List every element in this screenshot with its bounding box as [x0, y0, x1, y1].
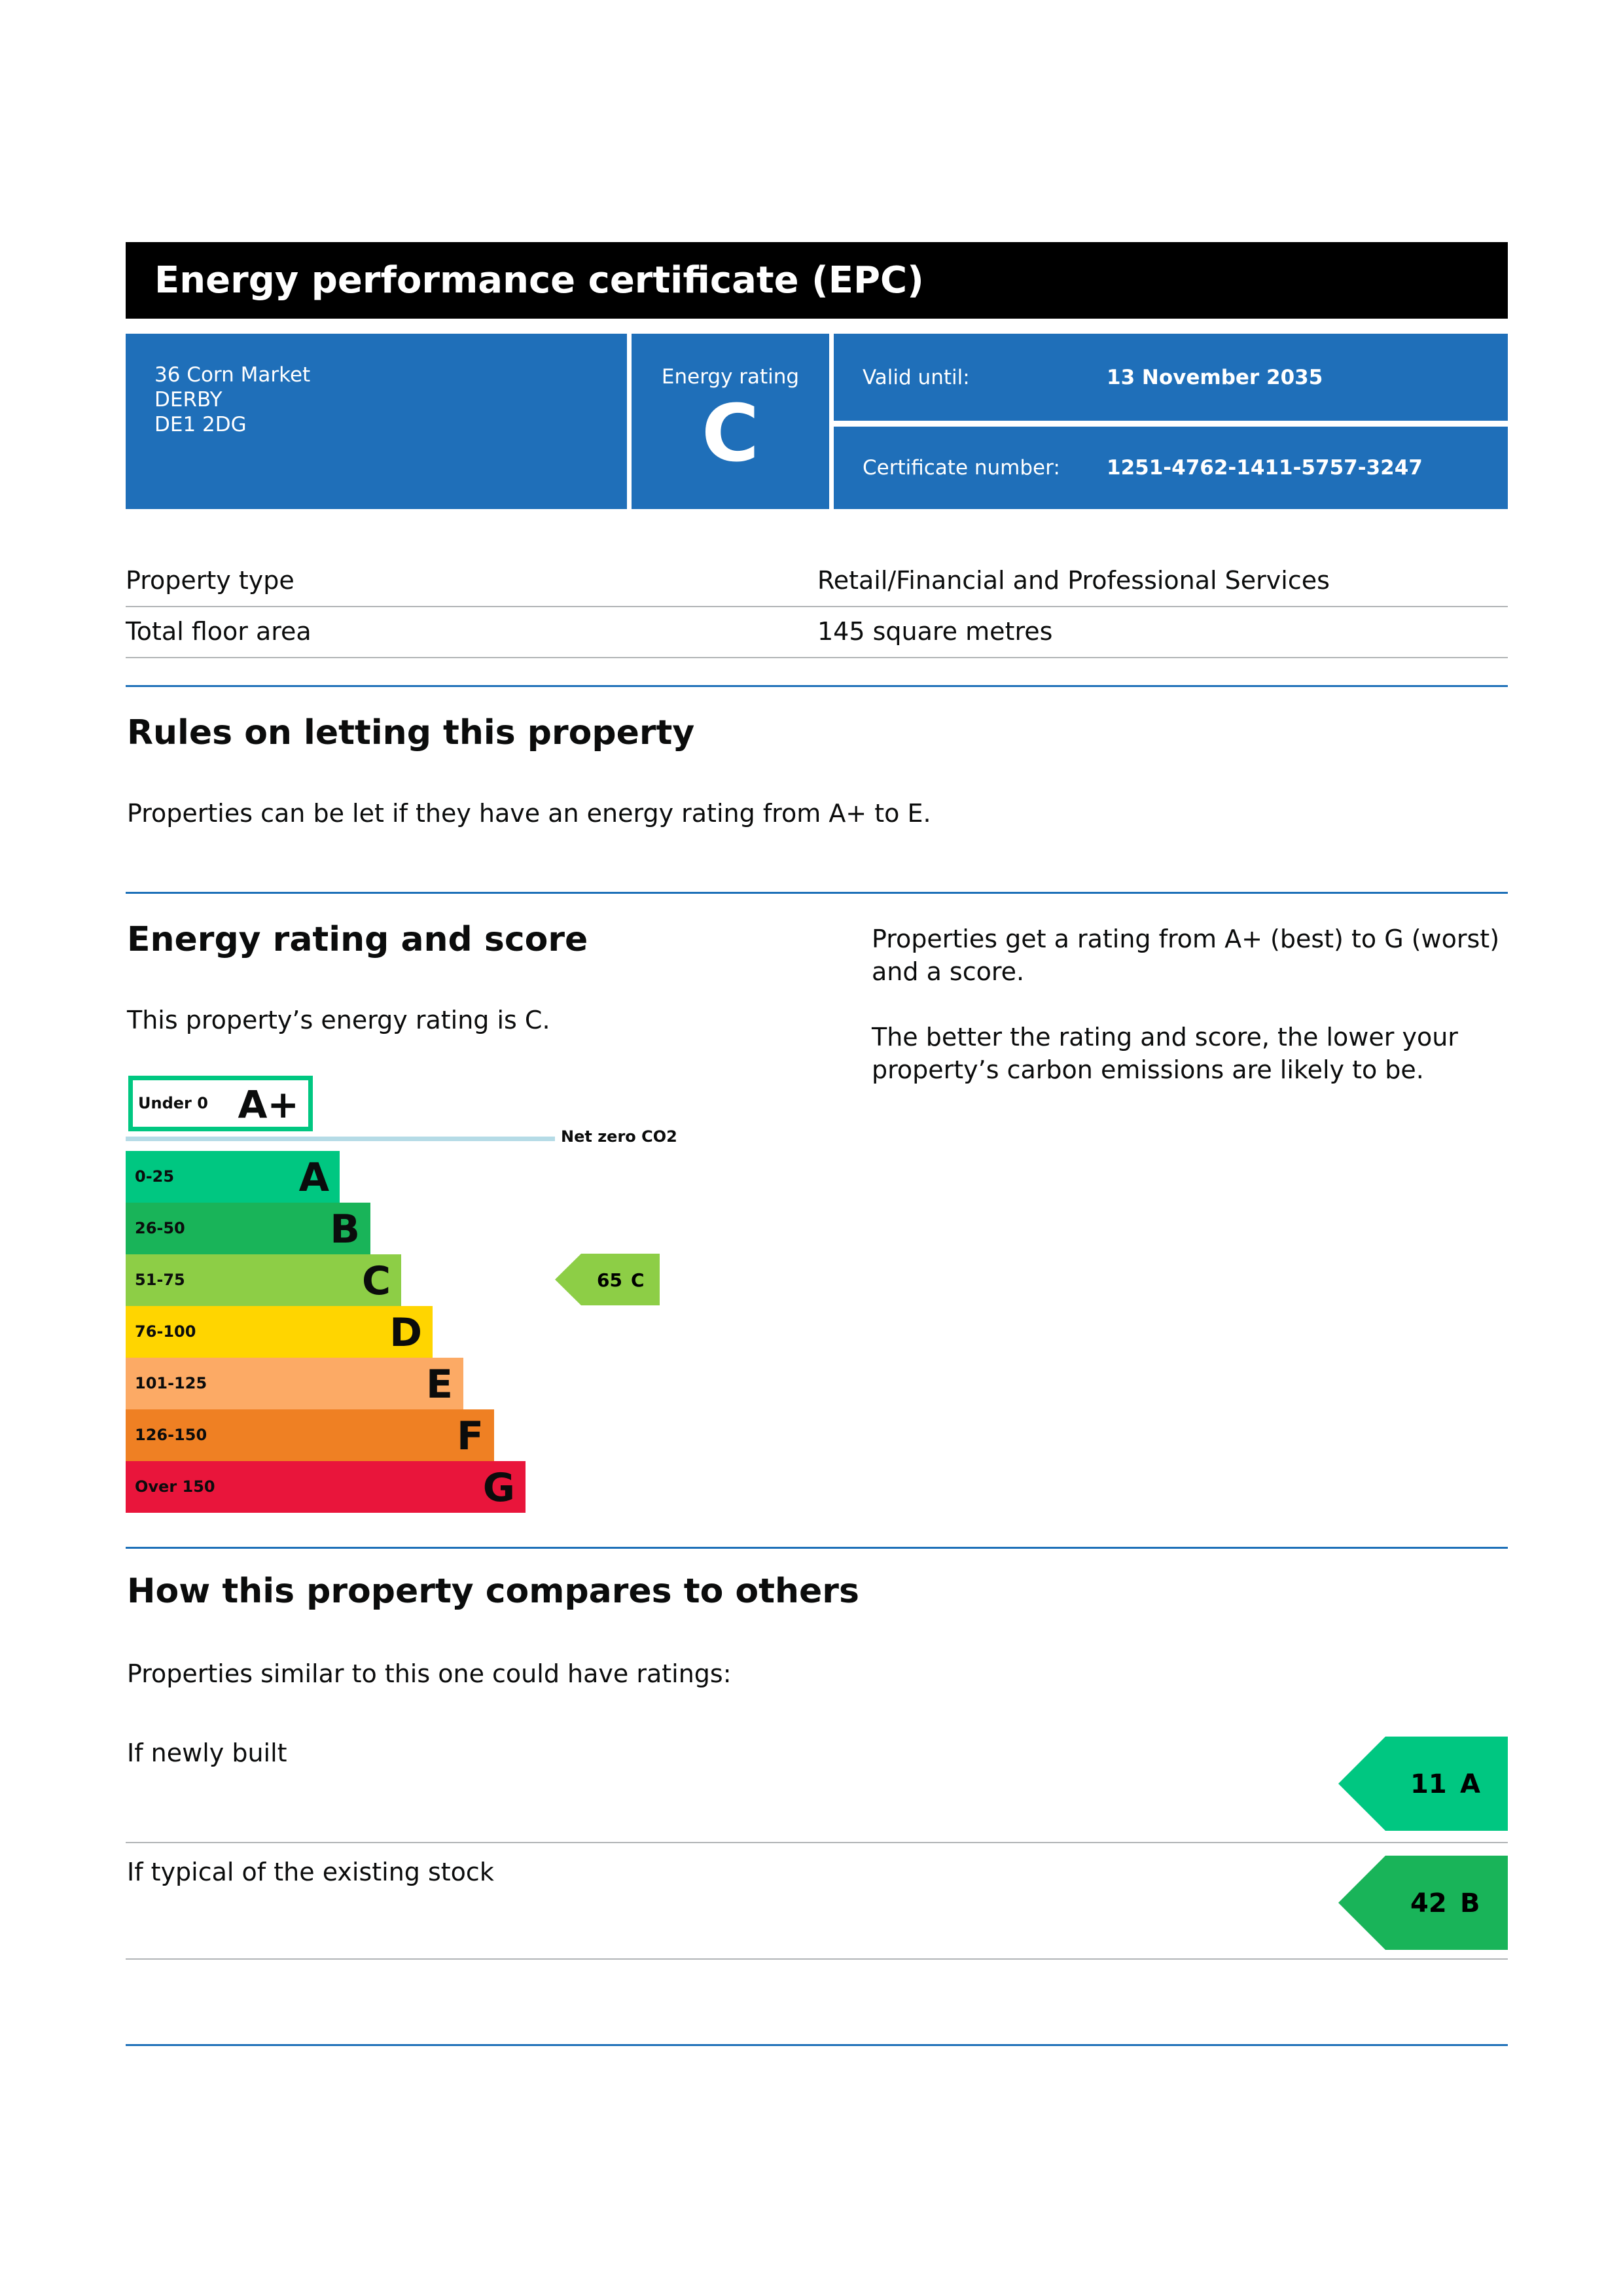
score-side-text: Properties get a rating from A+ (best) t…	[872, 925, 1500, 986]
band-b: 26-50 B	[126, 1203, 370, 1254]
row-value: Retail/Financial and Professional Servic…	[817, 566, 1330, 595]
valid-until-box: Valid until: 13 November 2035	[834, 334, 1508, 421]
band-range: 126-150	[135, 1426, 207, 1444]
band-letter: G	[482, 1465, 515, 1511]
compare-label: If newly built	[127, 1739, 287, 1767]
net-zero-label: Net zero CO2	[561, 1127, 677, 1146]
row-value: 145 square metres	[817, 617, 1053, 646]
band-letter: D	[389, 1310, 422, 1356]
divider	[126, 2044, 1508, 2046]
floor-area-row: Total floor area 145 square metres	[126, 606, 1508, 658]
band-letter: A+	[238, 1082, 300, 1127]
band-c: 51-75 C	[126, 1254, 401, 1306]
certificate-number-value: 1251-4762-1411-5757-3247	[1107, 456, 1423, 480]
band-f: 126-150 F	[126, 1409, 494, 1461]
divider	[126, 685, 1508, 687]
band-g: Over 150 G	[126, 1461, 526, 1513]
band-letter: B	[330, 1207, 360, 1252]
compare-letter: A	[1460, 1769, 1480, 1799]
valid-until-label: Valid until:	[863, 365, 970, 389]
current-letter: C	[631, 1269, 645, 1291]
energy-rating-label: Energy rating	[661, 365, 800, 389]
certificate-number-box: Certificate number: 1251-4762-1411-5757-…	[834, 427, 1508, 509]
band-range: 76-100	[135, 1322, 196, 1341]
rules-heading: Rules on letting this property	[127, 713, 695, 752]
pointer-shape	[1338, 1737, 1508, 1831]
score-side-text: The better the rating and score, the low…	[872, 1023, 1458, 1084]
divider	[126, 892, 1508, 894]
row-label: Total floor area	[126, 617, 312, 646]
energy-rating-value: C	[701, 389, 760, 480]
address-box: 36 Corn Market DERBY DE1 2DG	[126, 334, 627, 509]
page-title: Energy performance certificate (EPC)	[126, 242, 1508, 319]
band-d: 76-100 D	[126, 1306, 433, 1358]
current-rating-pointer: 65 C	[555, 1254, 660, 1305]
divider	[126, 1958, 1508, 1960]
band-range: Over 150	[135, 1477, 215, 1496]
certificate-number-label: Certificate number:	[863, 456, 1060, 480]
band-letter: A	[298, 1155, 329, 1201]
net-zero-line	[126, 1137, 555, 1141]
rules-text: Properties can be let if they have an en…	[127, 799, 931, 828]
valid-until-value: 13 November 2035	[1107, 365, 1323, 389]
energy-rating-box: Energy rating C	[632, 334, 829, 509]
band-e: 101-125 E	[126, 1358, 463, 1409]
band-range: 0-25	[135, 1167, 175, 1186]
address-line: DERBY	[154, 388, 223, 412]
compare-rating-pointer: 42 B	[1338, 1856, 1508, 1950]
band-range: 26-50	[135, 1219, 185, 1237]
row-label: Property type	[126, 566, 294, 595]
band-range: 51-75	[135, 1271, 185, 1289]
compare-score: 11	[1410, 1769, 1447, 1799]
divider	[126, 1842, 1508, 1843]
pointer-shape	[555, 1254, 660, 1305]
band-range: Under 0	[138, 1094, 208, 1112]
compare-label: If typical of the existing stock	[127, 1858, 494, 1886]
compare-heading: How this property compares to others	[127, 1572, 859, 1611]
band-letter: C	[361, 1258, 391, 1304]
compare-letter: B	[1460, 1888, 1480, 1918]
address-line: DE1 2DG	[154, 413, 247, 436]
band-a: 0-25 A	[126, 1151, 340, 1203]
score-text: This property’s energy rating is C.	[127, 1006, 550, 1034]
pointer-shape	[1338, 1856, 1508, 1950]
compare-rating-pointer: 11 A	[1338, 1737, 1508, 1831]
current-score: 65	[597, 1269, 622, 1291]
address-line: 36 Corn Market	[154, 363, 311, 387]
score-heading: Energy rating and score	[127, 920, 588, 959]
compare-score: 42	[1410, 1888, 1447, 1918]
band-aplus: Under 0 A+	[128, 1076, 313, 1131]
band-range: 101-125	[135, 1374, 207, 1392]
compare-text: Properties similar to this one could hav…	[127, 1659, 732, 1688]
property-type-row: Property type Retail/Financial and Profe…	[126, 555, 1508, 607]
divider	[126, 1547, 1508, 1549]
band-letter: E	[426, 1362, 453, 1407]
band-letter: F	[457, 1413, 484, 1459]
